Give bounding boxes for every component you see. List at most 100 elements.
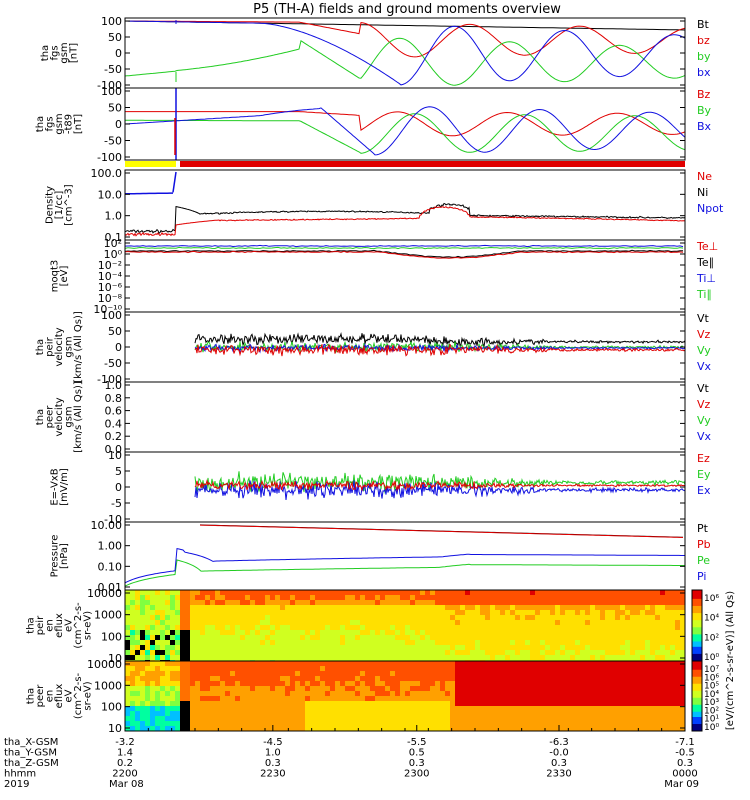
x-tick-label: -3.2 (115, 737, 135, 748)
spectrogram-cell (545, 721, 550, 726)
spectrogram-cell (570, 635, 575, 640)
spectrogram-cell (230, 600, 235, 605)
spectrogram-cell (485, 610, 490, 615)
spectrogram-cell (335, 696, 340, 701)
spectrogram-cell (280, 595, 285, 600)
spectrogram-cell (645, 630, 650, 635)
colorbar-cell (692, 591, 702, 595)
spectrogram-cell (555, 661, 560, 666)
spectrogram-cell (415, 671, 420, 676)
spectrogram-cell (565, 671, 570, 676)
colorbar-cell (692, 708, 702, 711)
spectrogram-cell (630, 655, 635, 660)
spectrogram-cell (595, 666, 600, 671)
spectrogram-cell (545, 630, 550, 635)
spectrogram-cell (430, 595, 435, 600)
spectrogram-cell (500, 605, 505, 610)
spectrogram-cell (430, 701, 435, 706)
spectrogram-cell (565, 625, 570, 630)
spectrogram-cell (140, 696, 145, 701)
spectrogram-cell (570, 610, 575, 615)
spectrogram-cell (245, 721, 250, 726)
spectrogram-cell (515, 645, 520, 650)
spectrogram-cell (665, 711, 670, 716)
spectrogram-cell (510, 605, 515, 610)
spectrogram-cell (655, 681, 660, 686)
legend-bx: Bx (697, 120, 712, 133)
spectrogram-cell (395, 615, 400, 620)
spectrogram-cell (215, 701, 220, 706)
spectrogram-cell (370, 635, 375, 640)
spectrogram-cell (510, 706, 515, 711)
spectrogram-cell (635, 625, 640, 630)
spectrogram-cell (175, 696, 180, 701)
spectrogram-cell (400, 590, 405, 595)
spectrogram-cell (485, 635, 490, 640)
spectrogram-cell (345, 595, 350, 600)
spectrogram-cell (225, 701, 230, 706)
spectrogram-cell (155, 635, 160, 640)
spectrogram-cell (315, 625, 320, 630)
spectrogram-cell (355, 726, 360, 731)
spectrogram-cell (575, 595, 580, 600)
spectrogram-cell (265, 676, 270, 681)
colorbar-cell (692, 718, 702, 721)
spectrogram-cell (660, 610, 665, 615)
spectrogram-cell (635, 635, 640, 640)
spectrogram-cell (615, 726, 620, 731)
spectrogram-cell (365, 625, 370, 630)
spectrogram-cell (180, 686, 185, 691)
spectrogram-cell (320, 721, 325, 726)
spectrogram-cell (125, 630, 130, 635)
spectrogram-cell (670, 666, 675, 671)
spectrogram-cell (445, 590, 450, 595)
spectrogram-cell (495, 696, 500, 701)
spectrogram-cell (220, 716, 225, 721)
spectrogram-cell (335, 620, 340, 625)
spectrogram-cell (375, 706, 380, 711)
spectrogram-cell (380, 610, 385, 615)
spectrogram-cell (135, 605, 140, 610)
spectrogram-cell (210, 721, 215, 726)
spectrogram-cell (575, 615, 580, 620)
spectrogram-cell (625, 706, 630, 711)
spectrogram-cell (665, 701, 670, 706)
labels-layer: 100500-50-100thafgsgsm[nT]Btbzbybx100500… (4, 15, 736, 790)
spectrogram-cell (290, 696, 295, 701)
spectrogram-cell (300, 620, 305, 625)
spectrogram-cell (670, 655, 675, 660)
spectrogram-cell (300, 630, 305, 635)
spectrogram-cell (680, 696, 685, 701)
y-axis-label: eflux (54, 613, 65, 638)
spectrogram-cell (350, 716, 355, 721)
spectrogram-cell (255, 686, 260, 691)
spectrogram-cell (165, 620, 170, 625)
spectrogram-cell (250, 726, 255, 731)
spectrogram-cell (160, 655, 165, 660)
spectrogram-cell (375, 640, 380, 645)
spectrogram-cell (165, 630, 170, 635)
spectrogram-cell (560, 686, 565, 691)
spectrogram-cell (590, 640, 595, 645)
spectrogram-cell (645, 661, 650, 666)
spectrogram-cell (650, 615, 655, 620)
spectrogram-cell (460, 635, 465, 640)
spectrogram-cell (350, 595, 355, 600)
legend-npot: Npot (697, 202, 724, 215)
spectrogram-cell (175, 706, 180, 711)
spectrogram-cell (400, 686, 405, 691)
spectrogram-cell (170, 645, 175, 650)
spectrogram-cell (255, 630, 260, 635)
spectrogram-cell (290, 681, 295, 686)
spectrogram-cell (535, 655, 540, 660)
y-tick-label: 1000 (94, 609, 122, 622)
spectrogram-cell (250, 666, 255, 671)
spectrogram-cell (225, 696, 230, 701)
spectrogram-cell (565, 645, 570, 650)
spectrogram-cell (390, 595, 395, 600)
spectrogram-cell (305, 686, 310, 691)
vz-series-line (194, 343, 686, 357)
spectrogram-cell (630, 671, 635, 676)
spectrogram-cell (415, 701, 420, 706)
spectrogram-cell (195, 640, 200, 645)
